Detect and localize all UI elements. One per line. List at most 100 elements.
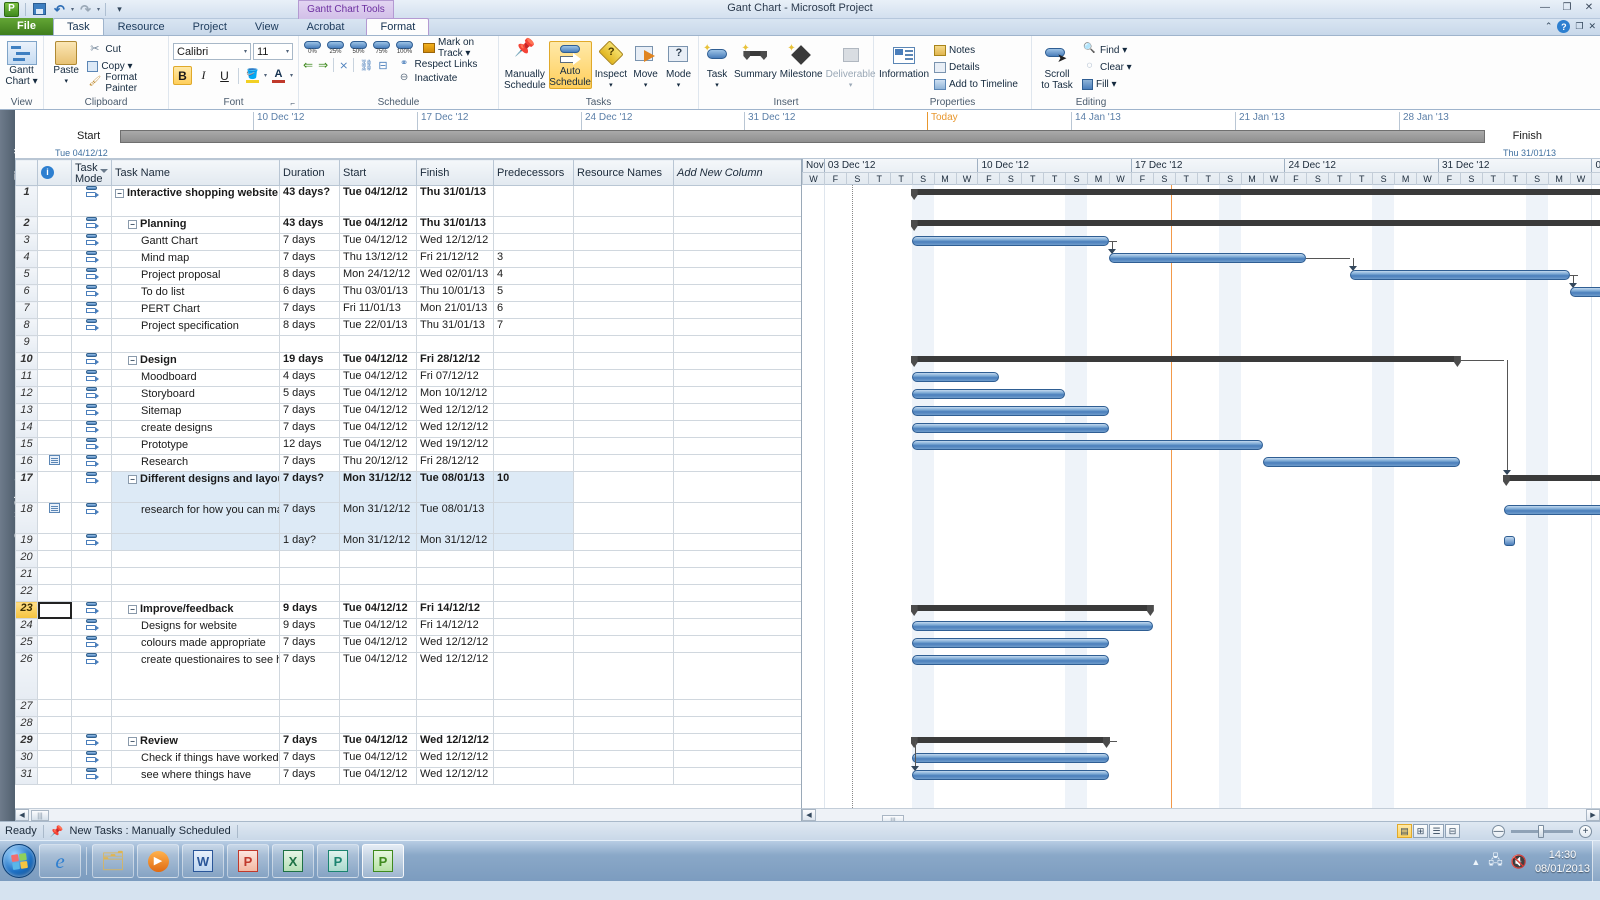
taskbar-item-internet-explorer[interactable]: e <box>39 844 81 878</box>
font-family-select[interactable]: Calibri ▾ <box>173 43 251 60</box>
auto-schedule-mode-icon[interactable] <box>85 472 99 485</box>
table-row[interactable]: 30 Check if things have worked 7 days Tue 0… <box>15 750 801 768</box>
inspect-caret-icon[interactable]: ▾ <box>609 82 613 89</box>
scrollbar-row[interactable]: ◀ ||| ◀ ||| ▶ <box>15 808 1600 826</box>
add-new-column-cell[interactable] <box>673 471 801 503</box>
restore-icon[interactable]: ❐ <box>1562 2 1572 13</box>
finish-cell[interactable]: Wed 12/12/12 <box>416 420 494 438</box>
resource-names-cell[interactable] <box>573 716 674 734</box>
start-cell[interactable]: Mon 24/12/12 <box>339 267 417 285</box>
scroll-left-icon[interactable]: ◀ <box>802 809 816 821</box>
predecessors-cell[interactable] <box>493 567 574 585</box>
quick-access-toolbar[interactable]: P ↶ ▾ ↷ ▾ ▾ <box>0 0 128 19</box>
start-cell[interactable] <box>339 550 417 568</box>
task-name-cell[interactable]: create designs <box>111 420 280 438</box>
task-mode-cell[interactable] <box>71 716 112 734</box>
task-mode-cell[interactable] <box>71 420 112 438</box>
percent-75-button[interactable]: 75% <box>372 41 391 55</box>
split-task-icon[interactable]: ⊟ <box>378 59 388 72</box>
predecessors-cell[interactable] <box>493 767 574 785</box>
add-new-column-cell[interactable] <box>673 699 801 717</box>
percent-50-button[interactable]: 50% <box>349 41 368 55</box>
duration-cell[interactable]: 9 days <box>279 601 340 619</box>
add-new-column-cell[interactable] <box>673 502 801 534</box>
indicator-cell[interactable] <box>37 733 72 751</box>
details-button[interactable]: Details <box>934 59 1018 75</box>
resource-names-cell[interactable] <box>573 550 674 568</box>
start-cell[interactable]: Thu 13/12/12 <box>339 250 417 268</box>
table-row[interactable]: 8 Project specification 8 days Tue 22/01/13… <box>15 318 801 336</box>
gantt-task-bar[interactable] <box>911 406 1109 416</box>
task-mode-cell[interactable] <box>71 550 112 568</box>
start-cell[interactable]: Tue 04/12/12 <box>339 618 417 636</box>
auto-schedule-mode-icon[interactable] <box>85 319 99 332</box>
unlink-tasks-icon[interactable]: ⨯ <box>339 59 349 72</box>
resource-names-cell[interactable] <box>573 618 674 636</box>
task-mode-cell[interactable] <box>71 233 112 251</box>
clock[interactable]: 14:30 08/01/2013 <box>1535 848 1590 876</box>
finish-cell[interactable]: Wed 12/12/12 <box>416 635 494 653</box>
add-new-column-cell[interactable] <box>673 716 801 734</box>
auto-schedule-mode-icon[interactable] <box>85 421 99 434</box>
start-cell[interactable] <box>339 584 417 602</box>
header-duration[interactable]: Duration <box>279 159 340 186</box>
finish-cell[interactable]: Fri 21/12/12 <box>416 250 494 268</box>
duration-cell[interactable]: 9 days <box>279 618 340 636</box>
predecessors-cell[interactable] <box>493 618 574 636</box>
finish-cell[interactable]: Wed 19/12/12 <box>416 437 494 455</box>
duration-cell[interactable]: 7 days <box>279 750 340 768</box>
start-cell[interactable]: Tue 04/12/12 <box>339 652 417 700</box>
finish-cell[interactable]: Thu 31/01/13 <box>416 185 494 217</box>
resource-names-cell[interactable] <box>573 437 674 455</box>
start-cell[interactable]: Tue 04/12/12 <box>339 216 417 234</box>
finish-cell[interactable]: Wed 12/12/12 <box>416 652 494 700</box>
percent-100-button[interactable]: 100% <box>395 41 414 55</box>
gantt-task-bar[interactable] <box>911 655 1109 665</box>
task-mode-cell[interactable] <box>71 652 112 700</box>
start-cell[interactable]: Mon 31/12/12 <box>339 471 417 503</box>
finish-cell[interactable] <box>416 567 494 585</box>
indicator-cell[interactable] <box>37 403 72 421</box>
task-name-cell[interactable]: Sitemap <box>111 403 280 421</box>
resource-names-cell[interactable] <box>573 502 674 534</box>
auto-schedule-mode-icon[interactable] <box>85 302 99 315</box>
predecessors-cell[interactable] <box>493 533 574 551</box>
task-name-cell[interactable] <box>111 584 280 602</box>
indicator-cell[interactable] <box>37 502 72 534</box>
cut-button[interactable]: ✂ Cut <box>87 41 164 57</box>
finish-cell[interactable]: Tue 08/01/13 <box>416 502 494 534</box>
gantt-summary-bar[interactable] <box>911 189 1600 195</box>
task-name-cell[interactable] <box>111 533 280 551</box>
table-row[interactable]: 15 Prototype 12 days Tue 04/12/12 Wed 19/12/… <box>15 437 801 455</box>
taskbar-item-project[interactable]: P <box>362 844 404 878</box>
auto-schedule-mode-icon[interactable] <box>85 734 99 747</box>
task-name-cell[interactable] <box>111 567 280 585</box>
task-mode-cell[interactable] <box>71 386 112 404</box>
scroll-left-icon[interactable]: ◀ <box>15 809 29 821</box>
task-mode-cell[interactable] <box>71 750 112 768</box>
notes-button[interactable]: Notes <box>934 42 1018 58</box>
finish-cell[interactable]: Mon 31/12/12 <box>416 533 494 551</box>
add-new-column-cell[interactable] <box>673 267 801 285</box>
save-icon[interactable] <box>31 1 48 17</box>
predecessors-cell[interactable] <box>493 502 574 534</box>
start-cell[interactable]: Tue 04/12/12 <box>339 750 417 768</box>
task-mode-cell[interactable] <box>71 733 112 751</box>
table-row[interactable]: 18 research for how you can make the webs… <box>15 502 801 534</box>
indicator-cell[interactable] <box>37 567 72 585</box>
add-new-column-cell[interactable] <box>673 767 801 785</box>
start-orb-button[interactable] <box>2 844 36 878</box>
table-row[interactable]: 25 colours made appropriate 7 days Tue 04/1… <box>15 635 801 653</box>
zoom-out-button[interactable]: — <box>1492 824 1505 838</box>
add-new-column-cell[interactable] <box>673 733 801 751</box>
predecessors-cell[interactable]: 5 <box>493 284 574 302</box>
resource-names-cell[interactable] <box>573 635 674 653</box>
auto-schedule-mode-icon[interactable] <box>85 619 99 632</box>
resource-names-cell[interactable] <box>573 301 674 319</box>
gantt-summary-bar[interactable] <box>911 737 1109 743</box>
information-button[interactable]: Information <box>878 41 930 80</box>
predecessors-cell[interactable] <box>493 369 574 387</box>
insert-summary-button[interactable]: ✦ Summary <box>734 41 777 80</box>
predecessors-cell[interactable] <box>493 454 574 472</box>
